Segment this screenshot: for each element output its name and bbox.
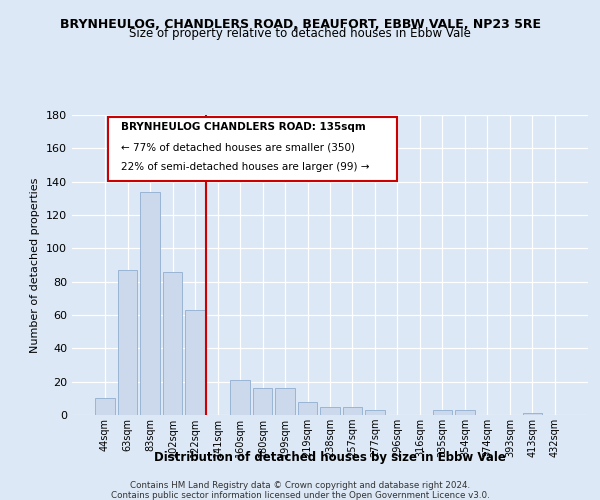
Text: 22% of semi-detached houses are larger (99) →: 22% of semi-detached houses are larger (…: [121, 162, 370, 172]
Bar: [433, 410, 452, 415]
Bar: [230, 380, 250, 415]
Bar: [455, 410, 475, 415]
Text: BRYNHEULOG CHANDLERS ROAD: 135sqm: BRYNHEULOG CHANDLERS ROAD: 135sqm: [121, 122, 366, 132]
Bar: [163, 272, 182, 415]
Bar: [343, 406, 362, 415]
Text: BRYNHEULOG, CHANDLERS ROAD, BEAUFORT, EBBW VALE, NP23 5RE: BRYNHEULOG, CHANDLERS ROAD, BEAUFORT, EB…: [59, 18, 541, 30]
Bar: [365, 410, 385, 415]
Text: Size of property relative to detached houses in Ebbw Vale: Size of property relative to detached ho…: [129, 28, 471, 40]
Bar: [185, 310, 205, 415]
Text: Contains HM Land Registry data © Crown copyright and database right 2024.: Contains HM Land Registry data © Crown c…: [130, 480, 470, 490]
Bar: [253, 388, 272, 415]
Y-axis label: Number of detached properties: Number of detached properties: [31, 178, 40, 352]
Bar: [275, 388, 295, 415]
Bar: [95, 398, 115, 415]
Bar: [320, 406, 340, 415]
Text: Contains public sector information licensed under the Open Government Licence v3: Contains public sector information licen…: [110, 490, 490, 500]
Bar: [118, 270, 137, 415]
Text: Distribution of detached houses by size in Ebbw Vale: Distribution of detached houses by size …: [154, 451, 506, 464]
FancyBboxPatch shape: [108, 116, 397, 181]
Bar: [523, 414, 542, 415]
Text: ← 77% of detached houses are smaller (350): ← 77% of detached houses are smaller (35…: [121, 142, 355, 152]
Bar: [140, 192, 160, 415]
Bar: [298, 402, 317, 415]
